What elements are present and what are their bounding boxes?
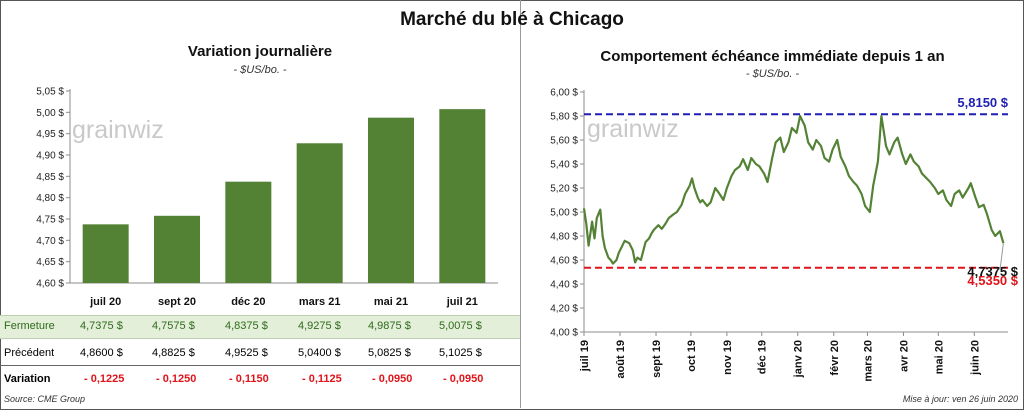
y-tick-label: 4,60 $ xyxy=(550,256,578,267)
y-tick-label: 5,00 $ xyxy=(36,108,64,119)
bar-chart-title: Variation journalière xyxy=(187,43,333,60)
variation-cell: - 0,0950 xyxy=(443,373,484,385)
bar xyxy=(296,143,343,283)
variation-cell: - 0,0950 xyxy=(372,373,413,385)
x-tick-label: déc 19 xyxy=(757,340,769,374)
y-tick-label: 6,00 $ xyxy=(550,88,578,99)
variation-label: Variation xyxy=(4,373,51,385)
y-tick-label: 5,60 $ xyxy=(550,136,578,147)
y-tick-label: 4,40 $ xyxy=(550,280,578,291)
y-tick-label: 4,95 $ xyxy=(36,129,64,140)
fermeture-cell: 4,7375 $ xyxy=(80,320,123,332)
row-fermeture: Fermeture 4,7375 $ 4,7575 $ 4,8375 $ 4,9… xyxy=(0,315,520,339)
bar xyxy=(82,224,129,283)
variation-cell: - 0,1150 xyxy=(229,373,269,385)
y-tick-label: 4,65 $ xyxy=(36,257,64,268)
line-chart-title: Comportement échéance immédiate depuis 1… xyxy=(600,48,945,65)
x-category-label: déc 20 xyxy=(231,296,265,308)
x-tick-label: janv 20 xyxy=(793,340,805,378)
high-value-label: 5,8150 $ xyxy=(957,95,1008,110)
y-tick-label: 4,70 $ xyxy=(36,236,64,247)
update-note: Mise à jour: ven 26 juin 2020 xyxy=(902,394,1018,404)
y-tick-label: 4,80 $ xyxy=(550,232,578,243)
x-tick-label: août 19 xyxy=(615,340,627,379)
bar-chart-unit: - $US/bo. - xyxy=(233,64,287,76)
x-category-label: mai 21 xyxy=(374,296,408,308)
fermeture-cell: 4,8375 $ xyxy=(225,320,268,332)
x-tick-label: févr 20 xyxy=(829,340,841,375)
bar xyxy=(439,109,486,283)
x-category-label: sept 20 xyxy=(158,296,196,308)
precedent-label: Précédent xyxy=(4,347,55,359)
variation-cell: - 0,1125 xyxy=(302,373,342,385)
x-tick-label: juil 19 xyxy=(579,340,591,372)
source-note: Source: CME Group xyxy=(4,394,86,404)
y-tick-label: 4,75 $ xyxy=(36,215,64,226)
fermeture-label: Fermeture xyxy=(4,320,55,332)
watermark-text: grainwiz xyxy=(72,116,164,144)
precedent-cell: 4,8600 $ xyxy=(80,347,123,359)
x-tick-label: mars 20 xyxy=(862,340,874,382)
variation-cell: - 0,1250 xyxy=(156,373,197,385)
x-tick-label: mai 20 xyxy=(933,340,945,374)
x-category-label: mars 21 xyxy=(299,296,341,308)
bar xyxy=(154,215,200,283)
x-category-label: juil 21 xyxy=(446,296,478,308)
y-tick-label: 5,80 $ xyxy=(550,112,578,123)
bar-chart: grainwiz 5,05 $ 5,00 $ 4,95 $ 4,90 $ 4,85 $ 4,… xyxy=(36,87,498,308)
x-category-label: juil 20 xyxy=(89,296,121,308)
bar xyxy=(225,181,272,283)
y-tick-label: 5,40 $ xyxy=(550,160,578,171)
fermeture-cell: 5,0075 $ xyxy=(439,320,482,332)
price-series-line xyxy=(582,114,1005,265)
watermark-text: grainwiz xyxy=(587,115,679,143)
y-tick-label: 5,00 $ xyxy=(550,208,578,219)
precedent-cell: 4,9525 $ xyxy=(225,347,268,359)
page-title: Marché du blé à Chicago xyxy=(400,9,624,30)
variation-cell: - 0,1225 xyxy=(84,373,125,385)
y-tick-label: 4,60 $ xyxy=(36,279,64,290)
x-tick-label: oct 19 xyxy=(686,340,698,372)
low-value-label: 4,5350 $ xyxy=(967,273,1018,288)
fermeture-cell: 4,9275 $ xyxy=(298,320,341,332)
y-tick-label: 4,80 $ xyxy=(36,193,64,204)
last-value-leader xyxy=(999,243,1004,270)
panel-divider xyxy=(520,0,521,408)
y-tick-label: 5,20 $ xyxy=(550,184,578,195)
precedent-cell: 5,0400 $ xyxy=(298,347,341,359)
bar xyxy=(368,117,414,284)
y-tick-label: 4,20 $ xyxy=(550,304,578,315)
precedent-cell: 5,1025 $ xyxy=(439,347,482,359)
precedent-cell: 5,0825 $ xyxy=(368,347,411,359)
x-tick-label: juin 20 xyxy=(969,340,981,376)
y-tick-label: 5,05 $ xyxy=(36,87,64,98)
fermeture-cell: 4,7575 $ xyxy=(152,320,195,332)
x-tick-label: sept 19 xyxy=(651,340,663,378)
y-tick-label: 4,85 $ xyxy=(36,172,64,183)
x-tick-label: nov 19 xyxy=(722,340,734,375)
last-value-label: 4,7375 $ xyxy=(967,264,1018,279)
fermeture-cell: 4,9875 $ xyxy=(368,320,411,332)
row-precedent: Précédent 4,8600 $ 4,8825 $ 4,9525 $ 5,0… xyxy=(0,343,520,366)
y-tick-label: 4,90 $ xyxy=(36,151,64,162)
line-chart: grainwiz 6,00 $ 5,80 $ 5,60 $ 5,40 $ 5,20 $ 5,… xyxy=(550,88,1019,382)
x-tick-label: avr 20 xyxy=(898,340,910,372)
y-tick-label: 4,00 $ xyxy=(550,328,578,339)
precedent-cell: 4,8825 $ xyxy=(152,347,195,359)
row-variation: Variation - 0,1225 - 0,1250 - 0,1150 - 0… xyxy=(0,369,520,391)
line-chart-unit: - $US/bo. - xyxy=(745,68,800,80)
